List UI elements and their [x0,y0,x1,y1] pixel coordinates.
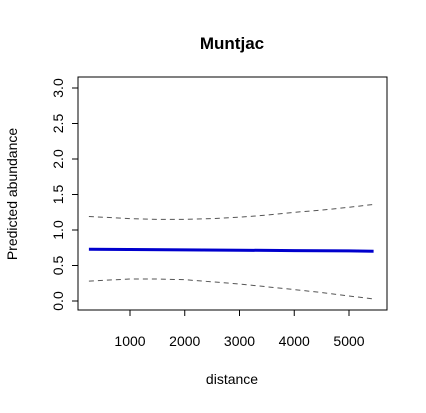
y-tick-label: 2.5 [50,114,66,134]
lower-confidence-line [89,279,374,299]
x-tick-label: 4000 [279,333,310,349]
chart-title: Muntjac [200,34,264,53]
y-axis: 0.0 0.5 1.0 1.5 2.0 2.5 3.0 [50,78,78,311]
y-tick-label: 1.0 [50,220,66,240]
y-axis-label: Predicted abundance [4,128,20,261]
x-tick-label: 5000 [333,333,364,349]
y-tick-label: 0.0 [50,291,66,311]
x-tick-label: 3000 [224,333,255,349]
y-tick-label: 1.5 [50,185,66,205]
series-layer [89,204,374,299]
x-tick-label: 2000 [169,333,200,349]
upper-confidence-line [89,204,374,219]
x-axis: 1000 2000 3000 4000 5000 [114,310,364,349]
y-tick-label: 0.5 [50,256,66,276]
y-tick-label: 3.0 [50,78,66,98]
prediction-line [89,249,374,251]
plot-frame [78,77,387,310]
y-tick-label: 2.0 [50,149,66,169]
x-axis-label: distance [206,371,258,387]
x-tick-label: 1000 [114,333,145,349]
